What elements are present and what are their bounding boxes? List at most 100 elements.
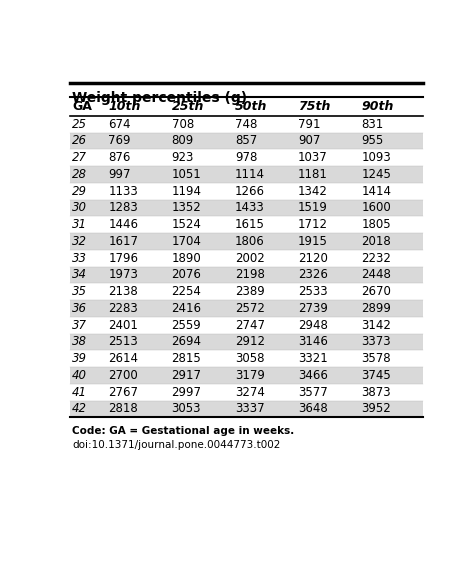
Text: 3466: 3466: [298, 369, 328, 382]
Text: 2899: 2899: [362, 302, 392, 315]
Bar: [70, 367, 423, 384]
Text: 31: 31: [72, 218, 87, 231]
Text: 2513: 2513: [108, 336, 138, 349]
Text: 1114: 1114: [235, 168, 265, 181]
Text: 40: 40: [72, 369, 87, 382]
Text: 1037: 1037: [298, 151, 328, 164]
Text: 35: 35: [72, 285, 87, 298]
Text: 42: 42: [72, 403, 87, 416]
Text: 34: 34: [72, 269, 87, 282]
Bar: [70, 300, 423, 317]
Text: 674: 674: [108, 118, 131, 131]
Text: 37: 37: [72, 319, 87, 332]
Text: 3577: 3577: [298, 386, 328, 399]
Text: 3648: 3648: [298, 403, 328, 416]
Text: 2448: 2448: [362, 269, 392, 282]
Text: 1617: 1617: [108, 235, 138, 248]
Text: 28: 28: [72, 168, 87, 181]
Text: 1704: 1704: [172, 235, 201, 248]
Text: 923: 923: [172, 151, 194, 164]
Text: 50th: 50th: [235, 99, 267, 112]
Text: 3274: 3274: [235, 386, 265, 399]
Text: 831: 831: [362, 118, 384, 131]
Text: 1796: 1796: [108, 252, 138, 265]
Text: 1712: 1712: [298, 218, 328, 231]
Text: 1615: 1615: [235, 218, 265, 231]
Text: 41: 41: [72, 386, 87, 399]
Text: 1600: 1600: [362, 202, 391, 215]
Text: 2614: 2614: [108, 352, 138, 365]
Text: 3337: 3337: [235, 403, 264, 416]
Text: 1414: 1414: [362, 185, 392, 198]
Text: 3373: 3373: [362, 336, 391, 349]
Text: 39: 39: [72, 352, 87, 365]
Text: 33: 33: [72, 252, 87, 265]
Bar: [70, 400, 423, 417]
Text: 769: 769: [108, 135, 131, 148]
Text: 1194: 1194: [172, 185, 201, 198]
Text: 1446: 1446: [108, 218, 138, 231]
Text: 2694: 2694: [172, 336, 201, 349]
Text: 38: 38: [72, 336, 87, 349]
Text: 2401: 2401: [108, 319, 138, 332]
Text: 3745: 3745: [362, 369, 391, 382]
Text: 1283: 1283: [108, 202, 138, 215]
Text: 2815: 2815: [172, 352, 201, 365]
Text: 3053: 3053: [172, 403, 201, 416]
Text: 75th: 75th: [298, 99, 330, 112]
Text: 90th: 90th: [362, 99, 394, 112]
Text: 1181: 1181: [298, 168, 328, 181]
Text: 997: 997: [108, 168, 131, 181]
Text: 2767: 2767: [108, 386, 138, 399]
Text: 748: 748: [235, 118, 257, 131]
Text: 907: 907: [298, 135, 320, 148]
Bar: [70, 333, 423, 350]
Text: 25th: 25th: [172, 99, 204, 112]
Text: 2818: 2818: [108, 403, 138, 416]
Text: 2739: 2739: [298, 302, 328, 315]
Text: 2002: 2002: [235, 252, 264, 265]
Text: 3952: 3952: [362, 403, 391, 416]
Text: 1433: 1433: [235, 202, 264, 215]
Text: 2997: 2997: [172, 386, 201, 399]
Text: 2254: 2254: [172, 285, 201, 298]
Text: 955: 955: [362, 135, 384, 148]
Text: 3873: 3873: [362, 386, 391, 399]
Text: 25: 25: [72, 118, 87, 131]
Text: 3321: 3321: [298, 352, 328, 365]
Text: 708: 708: [172, 118, 194, 131]
Text: 1093: 1093: [362, 151, 391, 164]
Text: 2326: 2326: [298, 269, 328, 282]
Text: 2076: 2076: [172, 269, 201, 282]
Text: 2747: 2747: [235, 319, 265, 332]
Text: 1806: 1806: [235, 235, 264, 248]
Text: Weight percentiles (g): Weight percentiles (g): [72, 91, 247, 105]
Text: 791: 791: [298, 118, 321, 131]
Text: 1133: 1133: [108, 185, 138, 198]
Text: 1524: 1524: [172, 218, 201, 231]
Text: 29: 29: [72, 185, 87, 198]
Text: 978: 978: [235, 151, 257, 164]
Text: 1245: 1245: [362, 168, 392, 181]
Text: 2559: 2559: [172, 319, 201, 332]
Text: 2912: 2912: [235, 336, 265, 349]
Text: 26: 26: [72, 135, 87, 148]
Text: 3179: 3179: [235, 369, 265, 382]
Text: 2120: 2120: [298, 252, 328, 265]
Bar: [70, 166, 423, 183]
Text: 27: 27: [72, 151, 87, 164]
Text: 1915: 1915: [298, 235, 328, 248]
Text: 1352: 1352: [172, 202, 201, 215]
Text: 1890: 1890: [172, 252, 201, 265]
Text: 3142: 3142: [362, 319, 392, 332]
Bar: [70, 199, 423, 216]
Bar: [70, 266, 423, 283]
Text: 30: 30: [72, 202, 87, 215]
Text: 1342: 1342: [298, 185, 328, 198]
Text: 36: 36: [72, 302, 87, 315]
Text: doi:10.1371/journal.pone.0044773.t002: doi:10.1371/journal.pone.0044773.t002: [72, 440, 281, 450]
Text: 1266: 1266: [235, 185, 265, 198]
Bar: [70, 233, 423, 250]
Text: 2416: 2416: [172, 302, 201, 315]
Text: Code: GA = Gestational age in weeks.: Code: GA = Gestational age in weeks.: [72, 426, 294, 436]
